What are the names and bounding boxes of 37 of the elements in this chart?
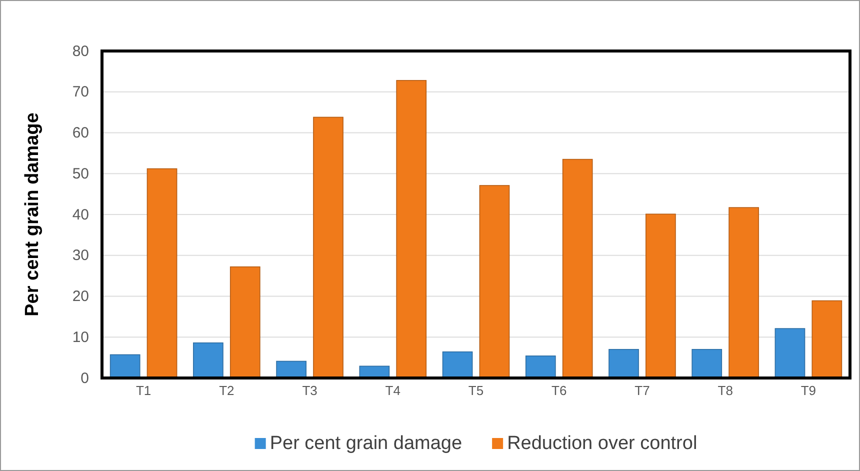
x-tick-label: T2 [219,383,234,398]
y-tick-label: 30 [72,247,89,264]
x-tick-label: T3 [302,383,318,398]
bar [646,214,676,378]
y-tick-label: 10 [72,328,89,346]
bar [230,266,260,378]
x-tick-label: T9 [800,383,816,398]
x-tick-label: T7 [634,383,650,398]
x-tick-label: T4 [385,383,400,398]
bar [608,348,639,378]
y-tick-label: 60 [72,124,89,142]
bar [562,158,593,378]
x-tick-label: T8 [718,383,733,398]
x-tick-label: T5 [468,383,484,398]
bar [396,80,427,378]
bar [525,356,556,378]
legend-label: Reduction over control [507,433,698,454]
bar [313,116,344,378]
bar [728,207,759,378]
y-axis-title: Per cent grain damage [22,112,43,316]
y-tick-label: 80 [72,42,89,60]
y-tick-label: 0 [80,370,89,387]
y-tick-label: 70 [72,84,89,101]
bar [812,300,842,378]
x-tick-label: T6 [552,383,567,398]
legend-label: Per cent grain damage [270,433,462,454]
y-tick-label: 50 [72,165,89,182]
y-tick-label: 40 [72,206,89,224]
bar [479,185,510,378]
bar [146,168,178,378]
bar [193,342,224,378]
x-tick-label: T1 [136,383,152,398]
y-tick-label: 20 [72,288,89,306]
bar [442,351,473,378]
bar [774,328,806,378]
bar [692,348,722,378]
bar [110,354,140,378]
